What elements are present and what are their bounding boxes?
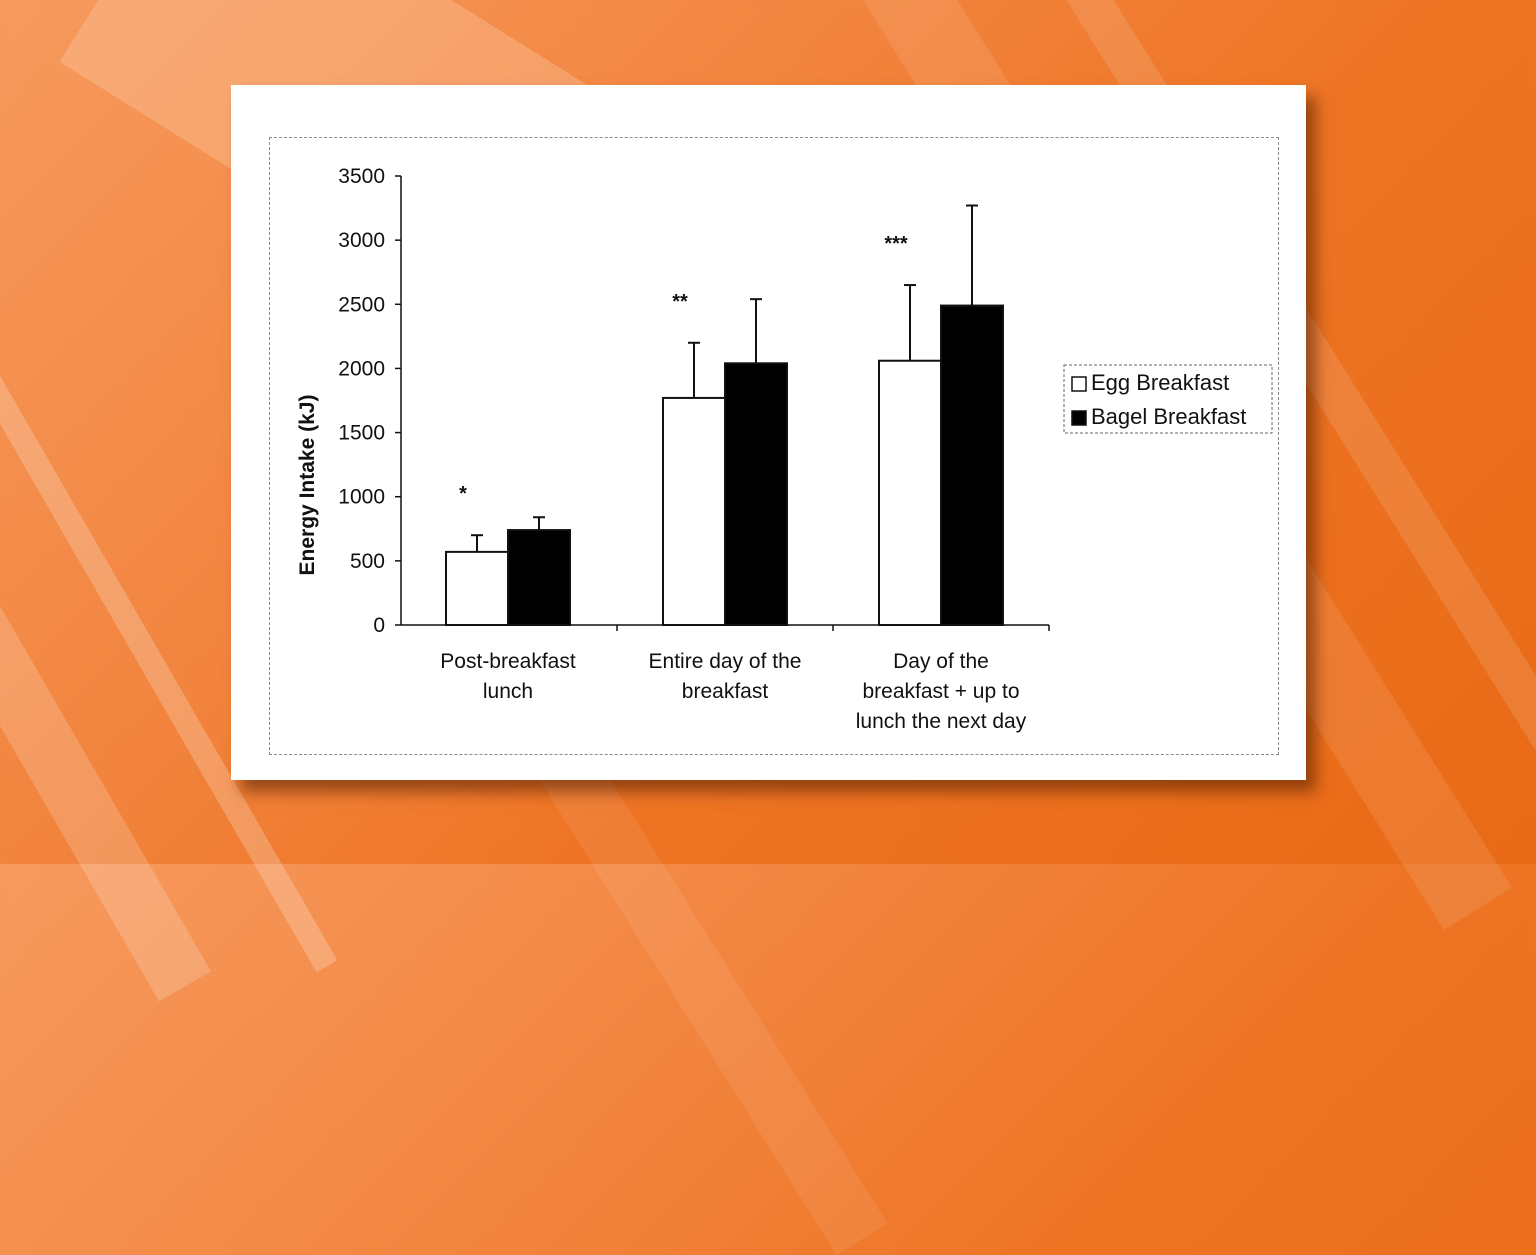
- y-axis-title: Energy Intake (kJ): [296, 395, 319, 576]
- x-category-label: Entire day of the: [649, 650, 802, 673]
- bar-egg: [662, 396, 726, 627]
- legend-swatch-egg: [1071, 376, 1087, 392]
- y-tick-label: 2500: [338, 293, 385, 316]
- bar-bagel: [724, 362, 788, 626]
- legend-box: [1063, 364, 1273, 434]
- chart-frame: [269, 137, 1279, 755]
- significance-marker: ***: [884, 233, 908, 255]
- legend-swatch-bagel: [1071, 410, 1087, 426]
- x-category-label: lunch: [483, 680, 533, 703]
- x-category-label: Day of the: [893, 650, 989, 673]
- x-category-label: breakfast + up to: [862, 680, 1019, 703]
- bar-bagel: [940, 304, 1004, 626]
- y-tick-label: 3500: [338, 165, 385, 188]
- significance-marker: **: [672, 291, 688, 313]
- x-category-label: breakfast: [682, 680, 769, 703]
- legend-label: Egg Breakfast: [1091, 370, 1229, 395]
- legend-label: Bagel Breakfast: [1091, 404, 1246, 429]
- y-tick-label: 1500: [338, 422, 385, 445]
- x-category-label: Post-breakfast: [440, 650, 576, 673]
- y-tick-label: 3000: [338, 229, 385, 252]
- y-tick-label: 500: [350, 550, 385, 573]
- y-tick-label: 2000: [338, 357, 385, 380]
- bar-bagel: [507, 529, 571, 626]
- bar-chart: Energy Intake (kJ) 0 500 1000 1500 2000 2500 3…: [296, 165, 1273, 733]
- bar-egg: [445, 550, 509, 626]
- x-category-label: lunch the next day: [856, 710, 1027, 733]
- bar-egg: [878, 359, 942, 626]
- y-tick-label: 1000: [338, 486, 385, 509]
- significance-marker: *: [459, 483, 467, 505]
- chart-paper: Energy Intake (kJ) 0 500 1000 1500 2000 2500 3…: [231, 85, 1306, 780]
- y-tick-label: 0: [373, 614, 385, 637]
